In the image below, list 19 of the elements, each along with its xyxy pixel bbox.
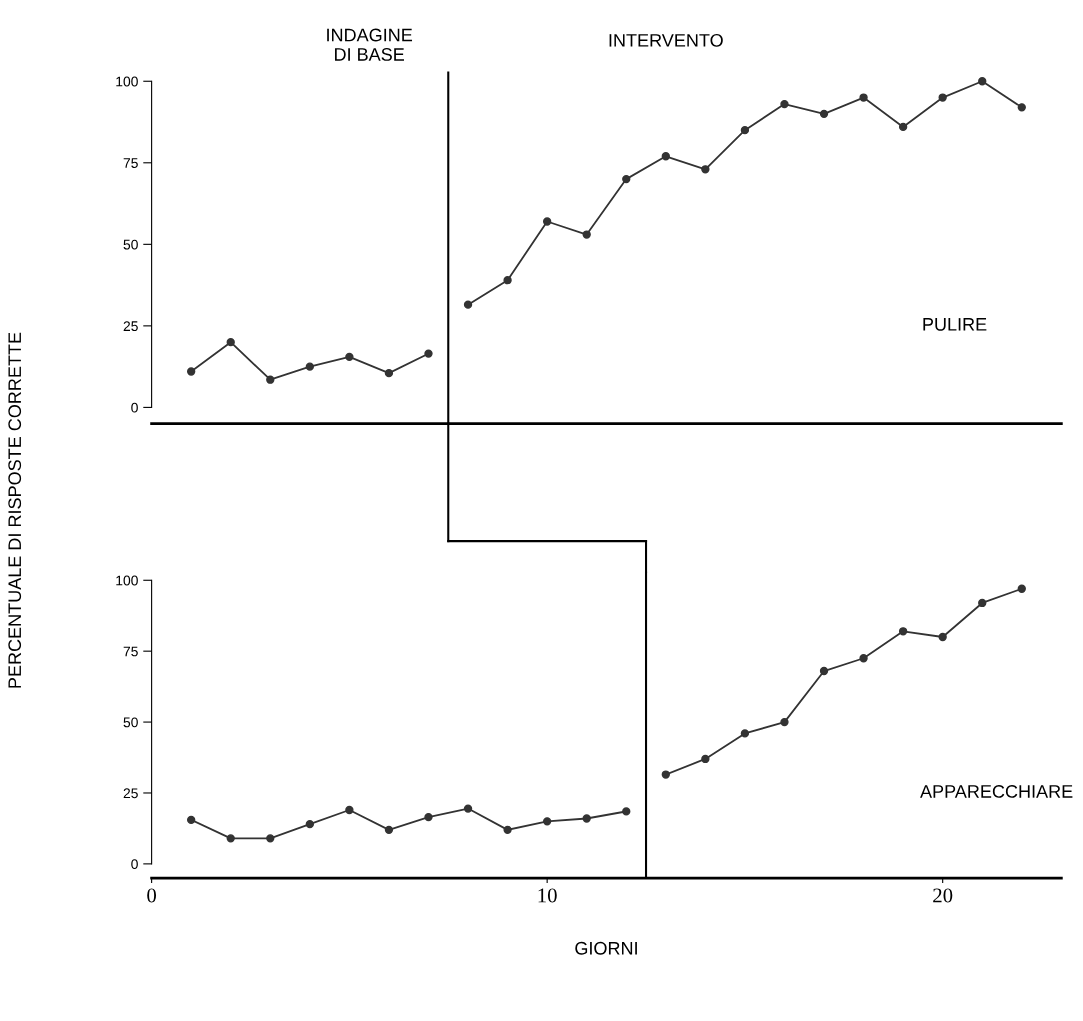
y-tick-label: 25: [123, 321, 138, 332]
y-tick-label: 0: [131, 402, 138, 413]
annotation: PULIRE: [923, 318, 987, 331]
y-tick-label: 100: [116, 76, 138, 87]
y-tick-label: 25: [123, 788, 138, 799]
x-axis-title: GIORNI: [575, 941, 637, 955]
text: INDAGINE DI BASE: [327, 28, 413, 61]
y-tick-label: 50: [123, 239, 138, 250]
y-tick-label: 100: [116, 575, 138, 586]
y-tick-label: 75: [123, 158, 138, 168]
y-tick-label: 50: [123, 717, 138, 728]
y-tick-label: 0: [131, 859, 138, 870]
y-tick-label: 75: [123, 646, 138, 657]
x-tick-label: 10: [538, 888, 557, 903]
x-tick-label: 0: [147, 888, 157, 903]
annotation: APPARECCHIARE: [920, 785, 1073, 798]
text: INTERVENTO: [609, 33, 723, 47]
y-axis-title: PERCENTUALE DI RISPOSTE CORRETTE: [8, 332, 22, 688]
x-tick-label: 20: [933, 888, 953, 903]
